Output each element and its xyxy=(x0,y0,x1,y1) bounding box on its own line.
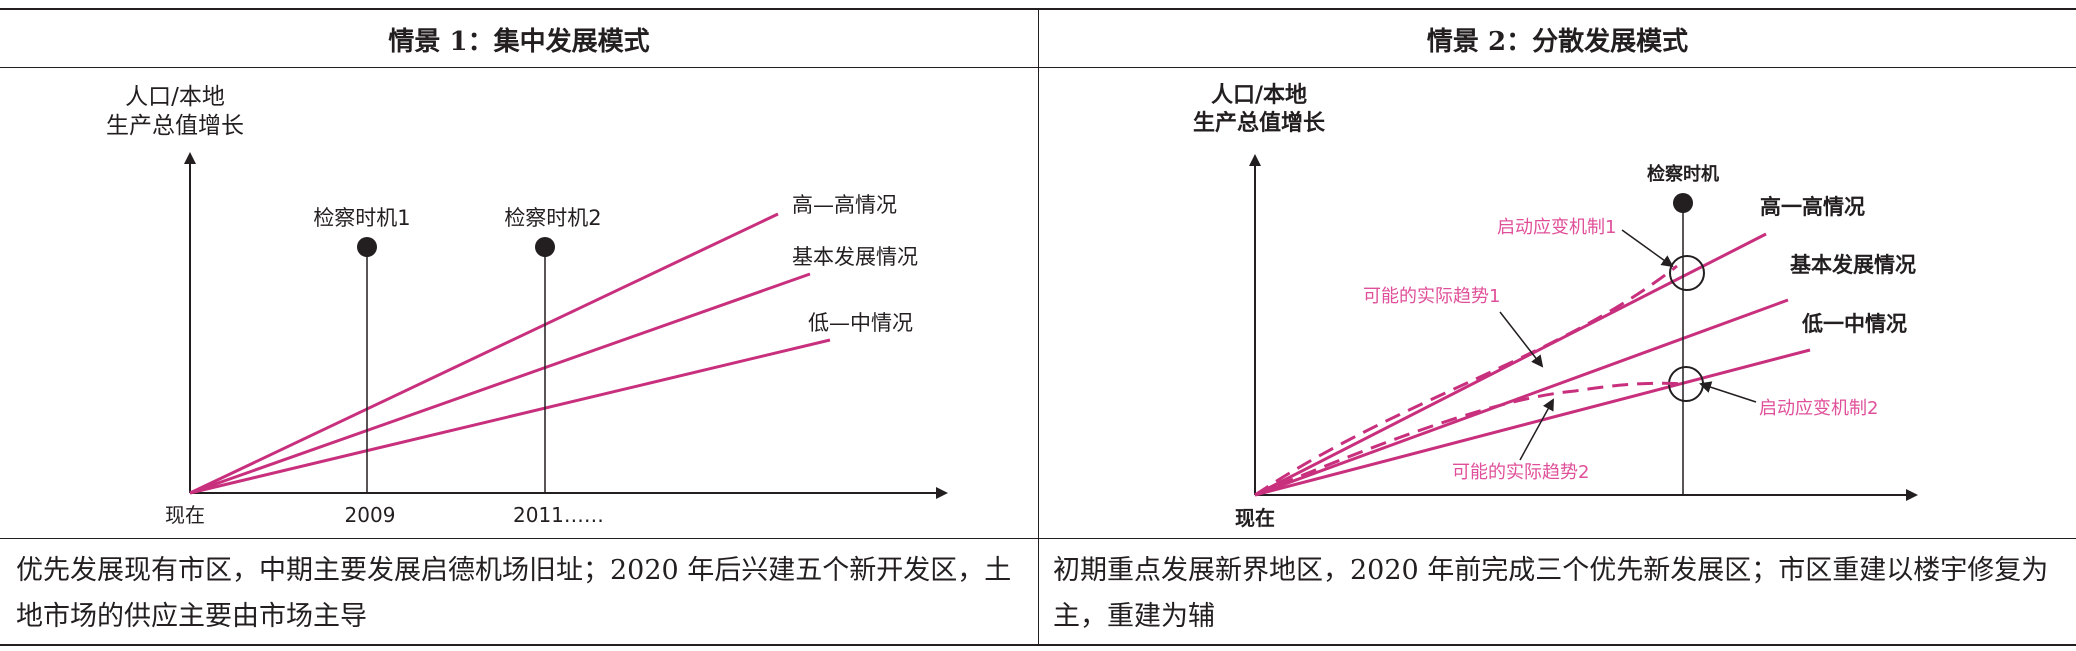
s1-marker1-dot xyxy=(357,237,377,257)
s2-y-label-line1: 人口/本地 xyxy=(1211,83,1307,108)
scenario1-description-text: 优先发展现有市区，中期主要发展启德机场旧址；2020 年后兴建五个新开发区，土地… xyxy=(16,555,1012,632)
table-bottom-rule xyxy=(0,644,2076,646)
s2-y-label-line2: 生产总值增长 xyxy=(1193,110,1326,136)
s1-tick-2009: 2009 xyxy=(345,503,396,527)
s1-marker2-dot xyxy=(535,237,555,257)
scenario1-diagram: 人口/本地 生产总值增长 高—高情况 基本发展情况 低—中情况 检察时机1 检察… xyxy=(106,84,948,527)
s2-line-low-label: 低一中情况 xyxy=(1801,312,1907,336)
s2-marker-label: 检察时机 xyxy=(1647,163,1719,185)
s2-trend1-label: 可能的实际趋势1 xyxy=(1363,286,1500,307)
s2-trigger1-circle xyxy=(1669,255,1705,291)
s2-line-high xyxy=(1254,232,1767,497)
s1-line-base-label: 基本发展情况 xyxy=(792,245,918,269)
s2-trigger2-label: 启动应变机制2 xyxy=(1759,398,1878,419)
s2-marker-dot xyxy=(1673,193,1693,213)
s1-line-high xyxy=(189,212,779,495)
scenario2-title: 情景 2：分散发展模式 xyxy=(1426,26,1689,57)
s2-trend2-label: 可能的实际趋势2 xyxy=(1452,462,1589,483)
s2-trend1-pointer xyxy=(1499,311,1544,368)
s1-y-label-line2: 生产总值增长 xyxy=(106,113,244,139)
s1-line-low xyxy=(189,338,831,495)
s2-line-base xyxy=(1254,298,1789,497)
s1-marker1-label: 检察时机1 xyxy=(313,206,410,230)
scenario1-header: 情景 1：集中发展模式 xyxy=(0,10,1038,68)
s2-origin-label: 现在 xyxy=(1235,506,1275,530)
s2-trend2-curve xyxy=(1254,381,1687,497)
s1-tick-2011: 2011…… xyxy=(513,503,604,527)
s2-trigger1-label: 启动应变机制1 xyxy=(1497,217,1616,238)
s2-line-low xyxy=(1254,348,1811,497)
scenario1-description: 优先发展现有市区，中期主要发展启德机场旧址；2020 年后兴建五个新开发区，土地… xyxy=(0,548,1038,640)
s2-trend1-curve xyxy=(1254,264,1678,497)
s1-marker2-label: 检察时机2 xyxy=(504,206,601,230)
s1-y-label-line1: 人口/本地 xyxy=(125,84,225,110)
scenario1-title: 情景 1：集中发展模式 xyxy=(388,26,650,57)
s1-line-high-label: 高—高情况 xyxy=(792,193,897,217)
s1-line-low-label: 低—中情况 xyxy=(808,311,913,335)
scenario2-description-text: 初期重点发展新界地区，2020 年前完成三个优先新发展区；市区重建以楼宇修复为主… xyxy=(1053,555,2049,632)
diagrams-canvas: 人口/本地 生产总值增长 高—高情况 基本发展情况 低—中情况 检察时机1 检察… xyxy=(106,83,1918,530)
s2-line-base-label: 基本发展情况 xyxy=(1790,253,1916,277)
s1-line-base xyxy=(189,272,811,495)
table-top-rule xyxy=(0,8,2076,10)
scenario2-header: 情景 2：分散发展模式 xyxy=(1039,10,2076,68)
s2-trend2-pointer xyxy=(1519,398,1554,461)
s1-origin-label: 现在 xyxy=(165,503,205,527)
column-divider xyxy=(1038,10,1039,644)
scenario2-description: 初期重点发展新界地区，2020 年前完成三个优先新发展区；市区重建以楼宇修复为主… xyxy=(1039,548,2076,640)
s2-trigger2-pointer xyxy=(1699,381,1757,403)
s2-line-high-label: 高一高情况 xyxy=(1760,195,1865,219)
s2-trigger1-pointer xyxy=(1621,229,1674,268)
scenario2-diagram: 人口/本地 生产总值增长 高一高情况 基本发展情况 低一中情况 检察时机 启动应… xyxy=(1193,83,1918,530)
